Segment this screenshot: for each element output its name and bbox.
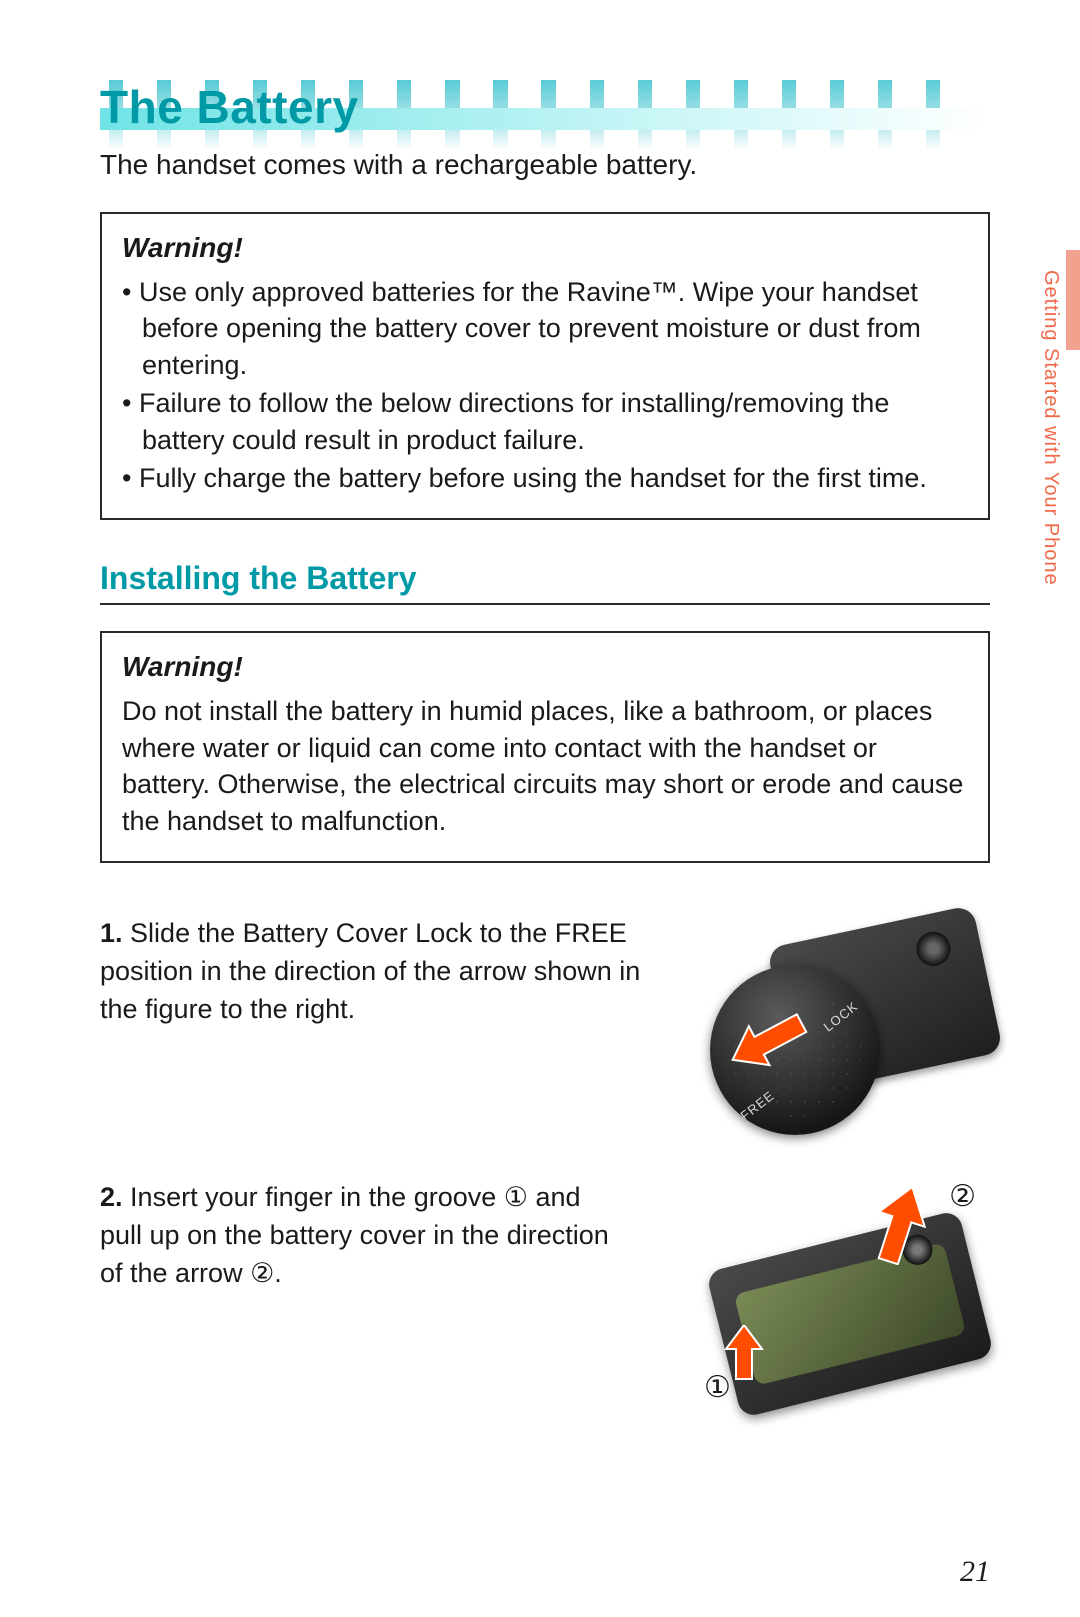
page-title: The Battery [100,80,990,134]
step-body: Slide the Battery Cover Lock to the FREE… [100,918,640,1024]
arrow-up-icon [870,1185,930,1265]
step-body: Insert your finger in the groove ① and p… [100,1182,609,1288]
step-number: 2. [100,1182,123,1212]
warning-heading: Warning! [122,651,968,683]
step-text: 1. Slide the Battery Cover Lock to the F… [100,915,682,1028]
figure-1: LOCK FREE [710,915,990,1115]
side-section-label: Getting Started with Your Phone [1034,270,1062,586]
step-text: 2. Insert your finger in the groove ① an… [100,1179,622,1292]
arrow-up-small-icon [722,1325,766,1381]
section-title: Installing the Battery [100,560,990,605]
warning-list: Use only approved batteries for the Ravi… [122,274,968,497]
camera-lens-icon [913,929,953,969]
page-number: 21 [960,1555,990,1589]
warning-box-2: Warning! Do not install the battery in h… [100,631,990,863]
warning-item: Fully charge the battery before using th… [122,460,968,496]
intro-text: The handset comes with a rechargeable ba… [100,146,990,184]
figure-2: ② ① [650,1179,990,1419]
phone-open-illustration [706,1210,995,1418]
step-1: 1. Slide the Battery Cover Lock to the F… [100,915,990,1115]
warning-heading: Warning! [122,232,968,264]
battery-bay [734,1242,966,1385]
step-number: 1. [100,918,123,948]
manual-page: Getting Started with Your Phone The Batt… [0,80,1080,1617]
warning-text: Do not install the battery in humid plac… [122,693,968,839]
warning-item: Failure to follow the below directions f… [122,385,968,458]
warning-item: Use only approved batteries for the Ravi… [122,274,968,383]
main-title-block: The Battery [100,80,990,134]
zoom-lock-detail: LOCK FREE [710,965,880,1135]
section-title-block: Installing the Battery [100,560,990,605]
side-tab [1066,250,1080,350]
arrow-icon [728,1011,808,1071]
marker-2: ② [949,1179,976,1214]
step-2: 2. Insert your finger in the groove ① an… [100,1179,990,1419]
warning-box-1: Warning! Use only approved batteries for… [100,212,990,521]
